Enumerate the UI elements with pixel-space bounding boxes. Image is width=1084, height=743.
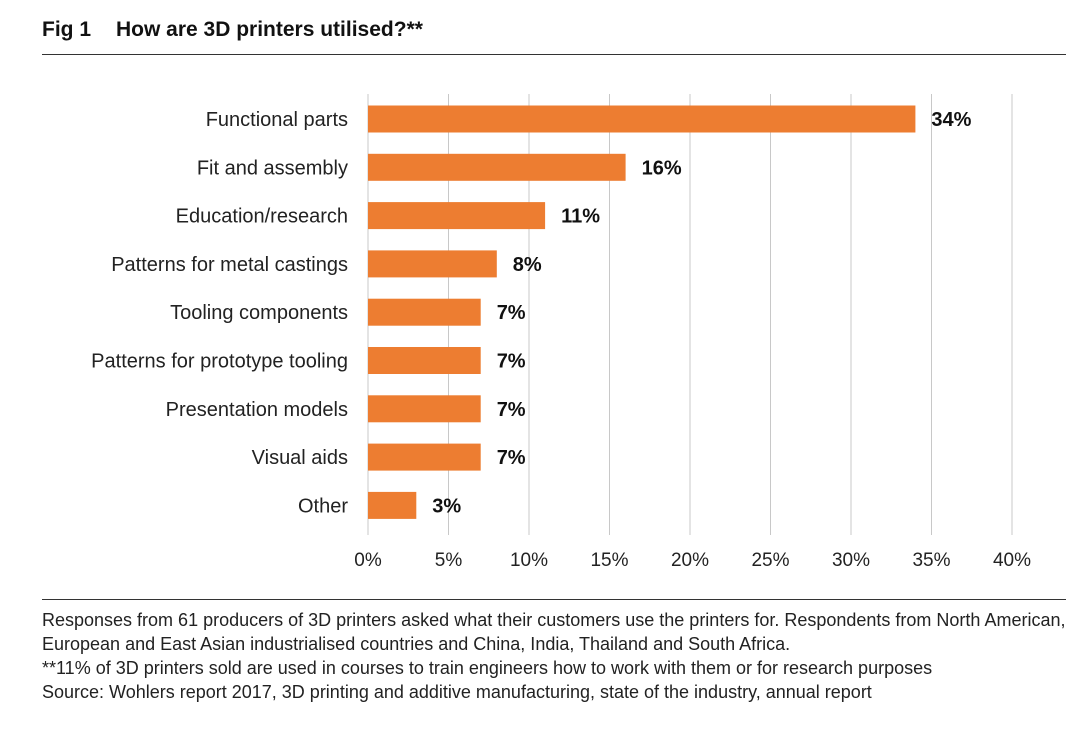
category-label: Other (298, 495, 348, 517)
data-label: 11% (561, 206, 600, 228)
x-tick-label: 5% (435, 550, 463, 571)
data-label: 3% (432, 495, 461, 517)
category-label: Visual aids (252, 447, 348, 469)
bar-chart: 0% 5% 10% 15% 20% 25% 30% 35% 40% Functional part… (91, 94, 1031, 571)
data-label: 34% (931, 109, 971, 131)
x-tick-label: 35% (912, 550, 950, 571)
bar (368, 347, 481, 374)
x-tick-label: 20% (671, 550, 709, 571)
x-tick-label: 15% (590, 550, 628, 571)
bar (368, 298, 481, 326)
x-tick-label: 30% (832, 550, 870, 571)
footer: Responses from 61 producers of 3D printe… (42, 599, 1066, 704)
bar (368, 443, 481, 471)
category-label: Fit and assembly (197, 157, 348, 179)
figure-header: Fig 1 How are 3D printers utilised?** (42, 16, 1066, 55)
data-label: 7% (497, 447, 526, 469)
data-label: 7% (497, 399, 526, 421)
figure-number: Fig 1 (42, 18, 92, 41)
category-label: Patterns for metal castings (111, 254, 348, 276)
bar (368, 250, 497, 278)
bar (368, 491, 417, 519)
bar (368, 105, 916, 133)
category-label: Presentation models (166, 399, 348, 421)
data-label: 16% (642, 157, 682, 179)
category-label: Functional parts (206, 109, 348, 131)
bar (368, 202, 546, 230)
x-tick-label: 0% (354, 550, 382, 571)
x-tick-label: 40% (993, 550, 1031, 571)
category-label: Education/research (176, 206, 348, 228)
category-label: Patterns for prototype tooling (91, 351, 348, 373)
bar (368, 153, 626, 181)
x-tick-label: 25% (751, 550, 789, 571)
source-note: Source: Wohlers report 2017, 3D printing… (42, 682, 872, 702)
methodology-note: Responses from 61 producers of 3D printe… (42, 610, 1066, 654)
bar (368, 395, 481, 423)
data-label: 8% (513, 254, 542, 276)
figure-title: How are 3D printers utilised?** (116, 18, 423, 41)
data-label: 7% (497, 302, 526, 324)
data-label: 7% (497, 351, 526, 373)
x-tick-label: 10% (510, 550, 548, 571)
category-label: Tooling components (170, 302, 348, 324)
footnote: **11% of 3D printers sold are used in co… (42, 658, 933, 678)
